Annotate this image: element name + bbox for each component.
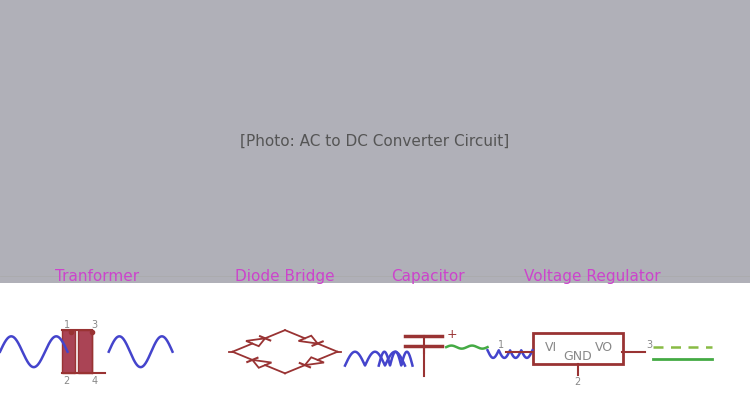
Text: Diode Bridge: Diode Bridge	[236, 269, 334, 284]
Text: VI: VI	[545, 341, 557, 353]
Text: [Photo: AC to DC Converter Circuit]: [Photo: AC to DC Converter Circuit]	[240, 134, 510, 149]
Text: 2: 2	[574, 377, 580, 387]
Text: 1: 1	[498, 340, 504, 350]
Text: 3: 3	[92, 320, 98, 330]
Text: Voltage Regulator: Voltage Regulator	[524, 269, 661, 284]
Text: GND: GND	[563, 350, 592, 363]
Text: 2: 2	[64, 377, 70, 386]
Text: Tranformer: Tranformer	[56, 269, 140, 284]
Bar	[62, 330, 75, 373]
Bar	[78, 330, 92, 373]
Text: +: +	[446, 328, 457, 341]
Text: 1: 1	[64, 320, 70, 330]
Text: Capacitor: Capacitor	[391, 269, 464, 284]
Text: 4: 4	[92, 377, 98, 386]
Text: 3: 3	[646, 340, 652, 350]
Bar	[532, 333, 622, 364]
Text: VO: VO	[595, 341, 613, 353]
